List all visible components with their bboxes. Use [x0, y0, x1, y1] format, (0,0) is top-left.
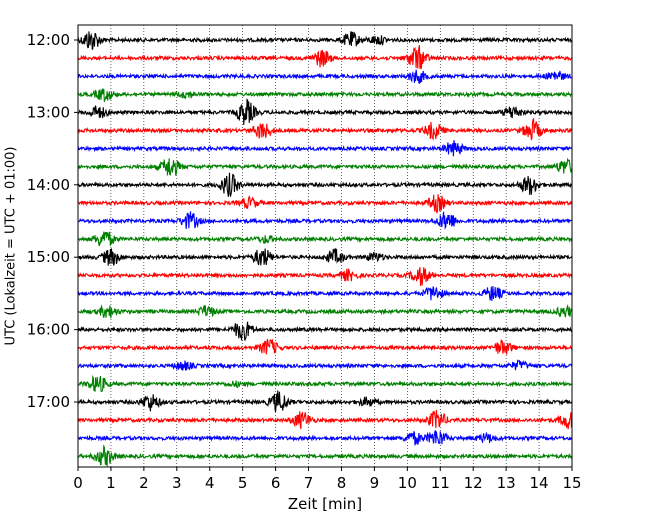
trace-1615 [77, 338, 573, 355]
trace-1545 [77, 303, 573, 319]
y-tick-label: 14:00 [27, 176, 70, 194]
y-tick-label: 16:00 [27, 321, 70, 339]
y-axis-label: UTC (Lokalzeit = UTC + 01:00) [4, 147, 19, 346]
trace-1315 [77, 117, 573, 141]
y-tick-label: 13:00 [27, 103, 70, 121]
x-tick-label: 8 [337, 474, 347, 492]
trace-1500 [77, 247, 573, 266]
x-tick-label: 14 [530, 474, 549, 492]
trace-1215 [77, 45, 573, 70]
trace-1415 [77, 194, 573, 214]
trace-1730 [77, 430, 573, 446]
x-tick-label: 10 [398, 474, 417, 492]
trace-1745 [77, 444, 573, 467]
x-axis: 0 1 2 3 4 5 6 7 8 9 10 11 12 13 14 15 [73, 467, 582, 492]
x-tick-label: 3 [172, 474, 182, 492]
trace-1515 [77, 267, 573, 286]
x-tick-label: 12 [464, 474, 483, 492]
trace-1345 [77, 157, 573, 177]
trace-1245 [77, 88, 573, 102]
x-axis-label: Zeit [min] [288, 495, 362, 513]
trace-1700 [77, 390, 573, 412]
trace-1530 [77, 286, 573, 301]
trace-1400 [77, 172, 573, 198]
y-tick-label: 17:00 [27, 393, 70, 411]
trace-1230 [77, 69, 573, 85]
trace-1445 [77, 231, 573, 247]
trace-layer [77, 31, 573, 467]
y-tick-label: 12:00 [27, 31, 70, 49]
plot-frame [77, 24, 573, 468]
trace-1630 [77, 359, 573, 371]
y-tick-label: 15:00 [27, 248, 70, 266]
trace-1300 [77, 98, 573, 125]
x-tick-label: 1 [106, 474, 116, 492]
trace-1430 [77, 211, 573, 230]
trace-1715 [77, 409, 573, 430]
y-axis: 12:00 13:00 14:00 15:00 16:00 17:00 [27, 31, 78, 411]
trace-1600 [77, 321, 573, 341]
x-tick-label: 15 [562, 474, 581, 492]
trace-1645 [77, 374, 573, 392]
x-tick-label: 13 [497, 474, 516, 492]
x-tick-label: 4 [205, 474, 215, 492]
x-tick-label: 0 [73, 474, 83, 492]
x-tick-label: 2 [139, 474, 149, 492]
x-tick-label: 6 [271, 474, 281, 492]
x-tick-label: 9 [370, 474, 380, 492]
x-tick-label: 11 [431, 474, 450, 492]
x-tick-label: 7 [304, 474, 314, 492]
x-tick-label: 5 [238, 474, 248, 492]
trace-1330 [77, 140, 573, 157]
trace-1200 [77, 31, 573, 50]
